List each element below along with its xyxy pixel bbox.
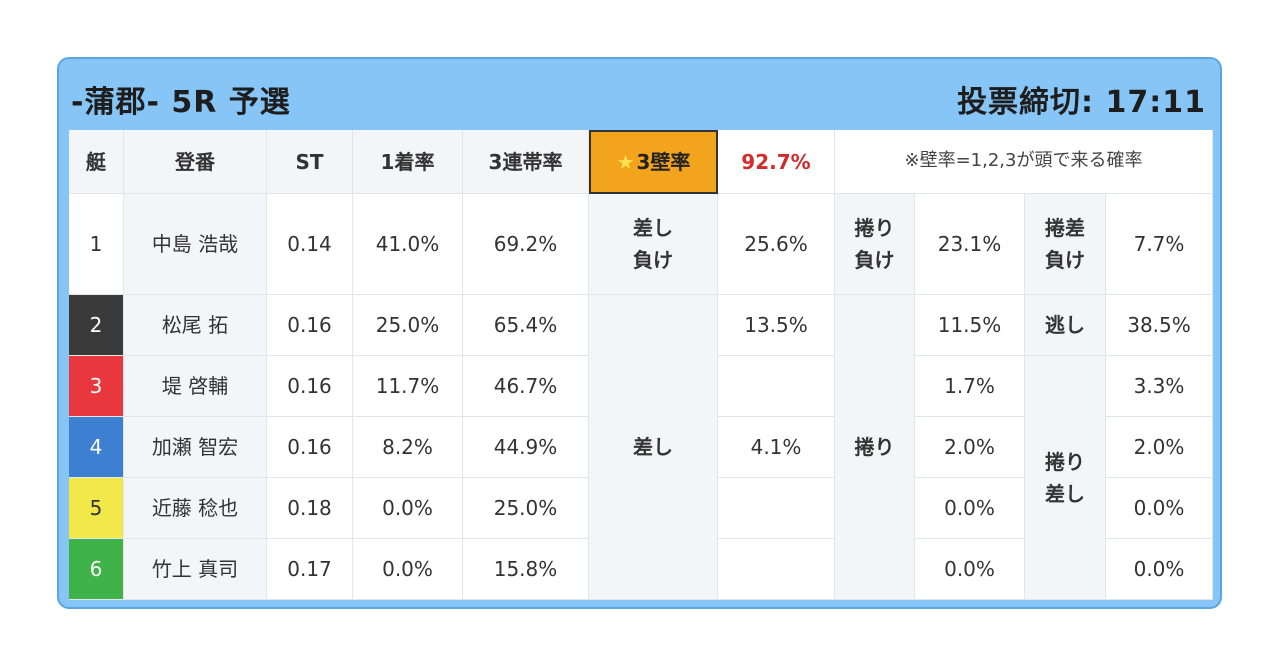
racer-st: 0.17 [267,539,353,600]
kimarite-sashi: 差し [589,295,718,600]
racer-first-rate: 25.0% [353,295,463,356]
racer-first-rate: 0.0% [353,478,463,539]
lane-badge-4: 4 [69,417,124,478]
race-card: -蒲郡- 5R 予選 投票締切: 17:11 艇 登番 ST 1着率 3連帯率 … [57,57,1222,609]
stats-table: 艇 登番 ST 1着率 3連帯率 ★ 3壁率 92.7% ※壁率=1,2,3が頭で… [69,130,1213,600]
sashi-rate [718,478,835,539]
kimarite-label: 差し [633,216,673,240]
racer-st: 0.18 [267,478,353,539]
lane-badge-2: 2 [69,295,124,356]
wall-rate-value: 92.7% [718,130,835,194]
makuri-rate: 2.0% [915,417,1025,478]
makuri-rate: 23.1% [915,194,1025,295]
racer-st: 0.14 [267,194,353,295]
header-first-rate: 1着率 [353,130,463,194]
makurizashi-rate: 2.0% [1106,417,1213,478]
kimarite-label: 捲り [854,216,895,240]
wall-rate-label: ★ 3壁率 [589,130,718,194]
kimarite-makuri-make: 捲り 負け [835,194,915,295]
racer-top3-rate: 25.0% [463,478,589,539]
makurizashi-rate: 0.0% [1106,478,1213,539]
header-toban: 登番 [124,130,267,194]
racer-top3-rate: 15.8% [463,539,589,600]
kimarite-label: 捲り [1045,449,1085,474]
kimarite-makurizashi: 捲り 差し [1025,356,1106,600]
lane-badge-3: 3 [69,356,124,417]
kimarite-label: 負け [854,248,895,272]
racer-name: 加瀬 智宏 [124,417,267,478]
header-st: ST [267,130,353,194]
racer-first-rate: 11.7% [353,356,463,417]
racer-st: 0.16 [267,356,353,417]
makuri-rate: 1.7% [915,356,1025,417]
race-title: -蒲郡- 5R 予選 [71,85,291,120]
sashi-rate [718,356,835,417]
kimarite-label: 負け [633,248,673,272]
lane-badge-6: 6 [69,539,124,600]
wall-rate-note: ※壁率=1,2,3が頭で来る確率 [835,130,1213,194]
star-icon: ★ [616,150,635,174]
header-lane: 艇 [69,130,124,194]
racer-first-rate: 8.2% [353,417,463,478]
nige-rate: 38.5% [1106,295,1213,356]
wall-rate-text: 3壁率 [636,150,691,174]
makurizashi-rate: 3.3% [1106,356,1213,417]
racer-name: 中島 浩哉 [124,194,267,295]
racer-first-rate: 41.0% [353,194,463,295]
makuri-rate: 0.0% [915,539,1025,600]
racer-name: 近藤 稔也 [124,478,267,539]
kimarite-label: 負け [1045,248,1085,272]
sashi-rate: 13.5% [718,295,835,356]
kimarite-label: 差し [1045,481,1085,506]
kimarite-sashi-make: 差し 負け [589,194,718,295]
makuri-rate: 0.0% [915,478,1025,539]
racer-top3-rate: 46.7% [463,356,589,417]
makurizashi-rate: 7.7% [1106,194,1213,295]
kimarite-makuri: 捲り [835,295,915,600]
racer-top3-rate: 44.9% [463,417,589,478]
racer-name: 堤 啓輔 [124,356,267,417]
sashi-rate: 4.1% [718,417,835,478]
racer-name: 松尾 拓 [124,295,267,356]
sashi-rate [718,539,835,600]
voting-deadline: 投票締切: 17:11 [957,85,1206,120]
racer-name: 竹上 真司 [124,539,267,600]
racer-top3-rate: 69.2% [463,194,589,295]
kimarite-nige: 逃し [1025,295,1106,356]
racer-st: 0.16 [267,295,353,356]
kimarite-makurizashi-make: 捲差 負け [1025,194,1106,295]
racer-st: 0.16 [267,417,353,478]
lane-badge-1: 1 [69,194,124,295]
lane-badge-5: 5 [69,478,124,539]
makurizashi-rate: 0.0% [1106,539,1213,600]
header-top3-rate: 3連帯率 [463,130,589,194]
racer-top3-rate: 65.4% [463,295,589,356]
sashi-rate: 25.6% [718,194,835,295]
racer-first-rate: 0.0% [353,539,463,600]
kimarite-label: 捲差 [1045,216,1085,240]
makuri-rate: 11.5% [915,295,1025,356]
